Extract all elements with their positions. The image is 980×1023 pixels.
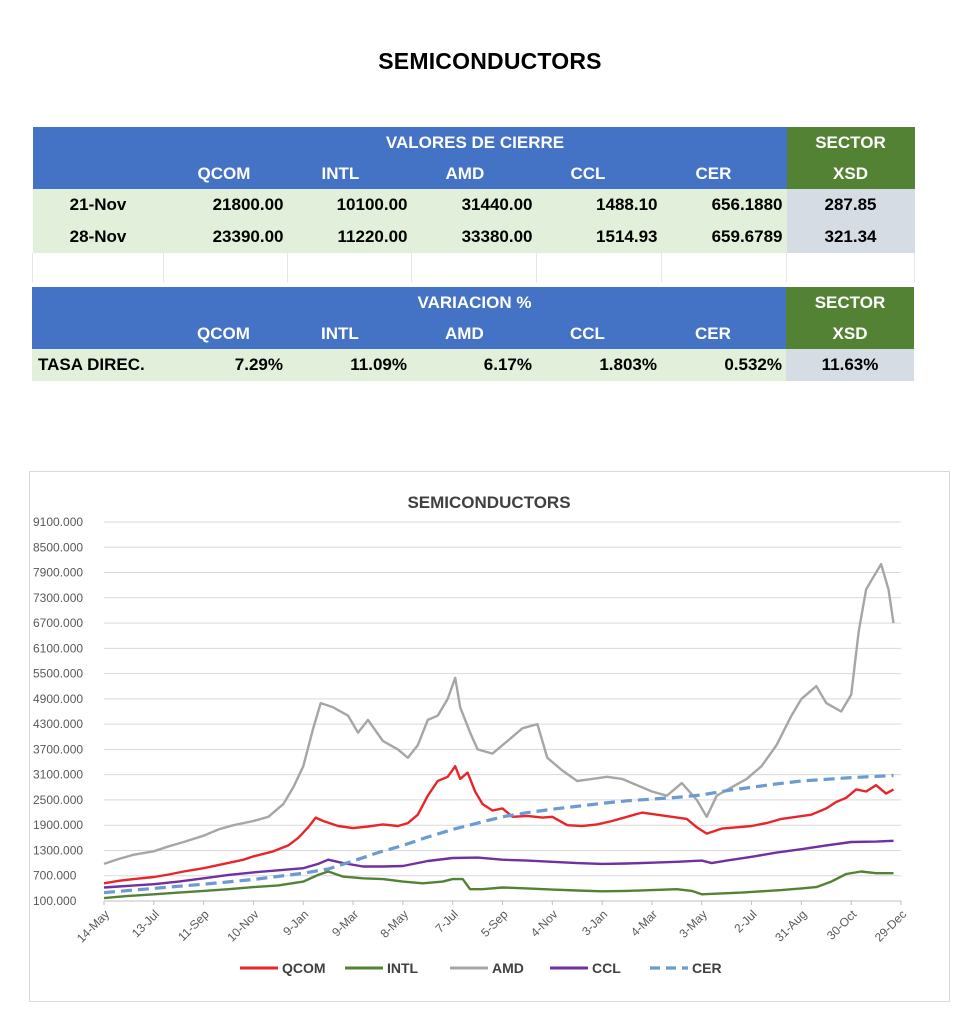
col-header-ccl: CCL (536, 158, 662, 189)
y-tick-label: 7900.000 (33, 566, 83, 580)
x-tick-label: 13-Jul (129, 907, 162, 940)
header-blank (32, 127, 164, 158)
cell-amd: 31440.00 (411, 189, 537, 221)
table-row: 21-Nov 21800.00 10100.00 31440.00 1488.1… (32, 189, 915, 221)
x-tick-label: 11-Sep (175, 907, 212, 944)
cell-ccl: 1488.10 (536, 189, 662, 221)
x-tick-label: 14-May (74, 907, 112, 945)
x-tick-label: 5-Sep (478, 907, 511, 940)
col-header-xsd: XSD (786, 158, 915, 189)
table-row: TASA DIREC. 7.29% 11.09% 6.17% 1.803% 0.… (32, 349, 914, 381)
col-header-xsd: XSD (786, 318, 914, 349)
y-tick-label: 2500.000 (33, 793, 83, 807)
x-tick-label: 9-Jan (280, 907, 311, 938)
col-header-qcom: QCOM (163, 318, 287, 349)
legend-label-intl: INTL (387, 960, 419, 976)
legend-label-cer: CER (692, 960, 722, 976)
y-tick-label: 4300.000 (33, 717, 83, 731)
y-tick-label: 8500.000 (33, 540, 83, 554)
y-tick-label: 700.000 (33, 869, 77, 883)
cell-qcom: 23390.00 (163, 221, 288, 253)
cell-cer: 0.532% (661, 349, 786, 381)
y-tick-label: 5500.000 (33, 667, 83, 681)
section-label: VALORES DE CIERRE (163, 127, 787, 158)
col-header-cer: CER (661, 318, 786, 349)
page-title: SEMICONDUCTORS (378, 48, 602, 74)
legend-label-amd: AMD (492, 960, 524, 976)
y-tick-label: 9100.000 (33, 515, 83, 529)
x-tick-label: 3-May (676, 907, 709, 940)
sector-label: SECTOR (786, 127, 915, 158)
sector-label: SECTOR (786, 287, 914, 318)
col-header-amd: AMD (411, 318, 536, 349)
y-tick-label: 6100.000 (33, 641, 83, 655)
cell-amd: 6.17% (411, 349, 536, 381)
y-tick-label: 1900.000 (33, 818, 83, 832)
row-date: 21-Nov (32, 189, 164, 221)
y-tick-label: 3100.000 (33, 768, 83, 782)
cell-ccl: 1.803% (536, 349, 661, 381)
y-tick-label: 7300.000 (33, 591, 83, 605)
header-blank (32, 158, 164, 189)
header-blank (32, 287, 163, 318)
col-header-intl: INTL (287, 318, 411, 349)
section-label: VARIACION % (163, 287, 786, 318)
x-tick-label: 29-Dec (872, 907, 909, 944)
series-line-ccl (103, 839, 894, 889)
cell-cer: 659.6789 (661, 221, 787, 253)
y-tick-label: 100.000 (33, 894, 77, 908)
y-tick-label: 4900.000 (33, 692, 83, 706)
table-row: 28-Nov 23390.00 11220.00 33380.00 1514.9… (32, 221, 915, 253)
col-header-ccl: CCL (536, 318, 661, 349)
y-tick-label: 3700.000 (33, 742, 83, 756)
x-tick-label: 4-Mar (628, 907, 660, 939)
spacer-row (32, 253, 915, 282)
line-chart: SEMICONDUCTORS 9100.000 8500.000 7900.000 73… (33, 493, 909, 976)
y-tick-label: 1300.000 (33, 843, 83, 857)
col-header-intl: INTL (287, 158, 412, 189)
chart-title: SEMICONDUCTORS (407, 493, 570, 512)
legend-label-ccl: CCL (592, 960, 621, 976)
cell-ccl: 1514.93 (536, 221, 662, 253)
cell-qcom: 7.29% (163, 349, 287, 381)
col-header-qcom: QCOM (163, 158, 288, 189)
x-tick-label: 8-May (378, 907, 411, 940)
x-tick-label: 2-Jul (731, 907, 759, 935)
cell-amd: 33380.00 (411, 221, 537, 253)
cell-intl: 11220.00 (287, 221, 412, 253)
cell-xsd: 321.34 (786, 221, 915, 253)
col-header-cer: CER (661, 158, 787, 189)
cell-qcom: 21800.00 (163, 189, 288, 221)
chart-frame: SEMICONDUCTORS 9100.000 8500.000 7900.000 73… (29, 471, 950, 1002)
legend-label-qcom: QCOM (282, 960, 326, 976)
variation-table: VARIACION % SECTOR QCOM INTL AMD CCL CER… (32, 287, 914, 381)
cell-intl: 11.09% (287, 349, 411, 381)
x-tick-label: 30-Oct (824, 907, 860, 943)
x-tick-label: 10-Nov (224, 907, 261, 944)
cell-xsd: 11.63% (786, 349, 914, 381)
x-tick-label: 7-Jul (433, 907, 461, 935)
closing-values-table: VALORES DE CIERRE SECTOR QCOM INTL AMD C… (32, 127, 915, 282)
cell-xsd: 287.85 (786, 189, 915, 221)
x-tick-label: 31-Aug (772, 907, 809, 944)
row-date: 28-Nov (32, 221, 164, 253)
x-tick-label: 9-Mar (329, 907, 361, 939)
series-line-qcom (103, 765, 895, 885)
cell-cer: 656.1880 (661, 189, 787, 221)
cell-intl: 10100.00 (287, 189, 412, 221)
col-header-amd: AMD (411, 158, 537, 189)
series-line-amd (103, 562, 895, 866)
x-tick-label: 4-Nov (528, 907, 561, 940)
row-label: TASA DIREC. (32, 349, 163, 381)
y-tick-label: 6700.000 (33, 616, 83, 630)
x-tick-label: 3-Jan (579, 907, 610, 938)
header-blank (32, 318, 163, 349)
series-line-intl (103, 870, 894, 900)
